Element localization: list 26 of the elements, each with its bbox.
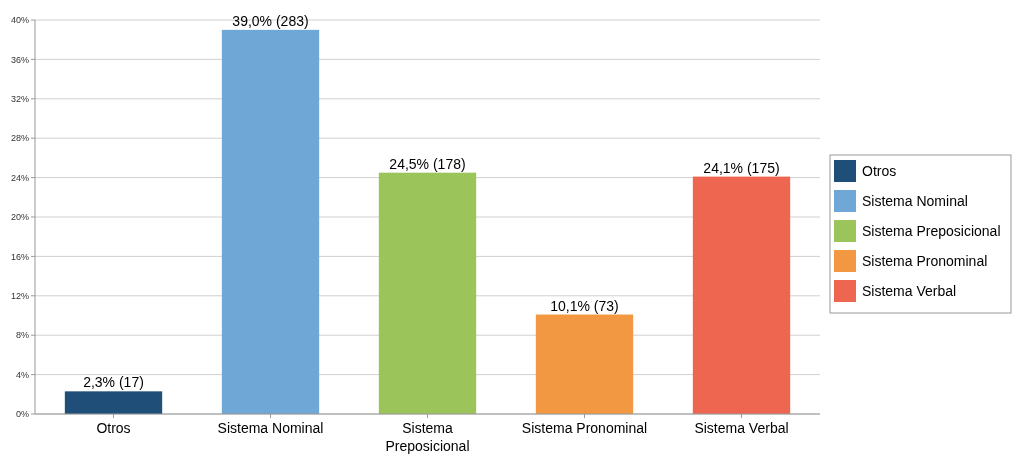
data-label: 24,1% (175) <box>703 159 780 176</box>
y-tick-label: 20% <box>10 212 29 223</box>
data-label: 2,3% (17) <box>83 374 144 391</box>
data-label: 24,5% (178) <box>389 155 466 172</box>
y-tick-label: 28% <box>10 133 29 144</box>
y-tick-label: 4% <box>15 369 29 380</box>
y-tick-label: 8% <box>15 330 29 341</box>
legend-label: Sistema Preposicional <box>862 223 1001 239</box>
x-tick-label: Sistema Pronominal <box>521 420 648 436</box>
legend-label: Sistema Verbal <box>862 283 957 299</box>
legend-label: Sistema Nominal <box>862 193 968 209</box>
y-tick-label: 12% <box>10 290 29 301</box>
legend-label: Otros <box>862 163 897 179</box>
x-tick-label: Otros <box>96 420 131 436</box>
x-tick-label: Sistema Preposicional <box>385 420 470 454</box>
data-label: 39,0% (283) <box>232 12 309 29</box>
legend-label: Sistema Pronominal <box>862 253 988 269</box>
y-tick-label: 36% <box>10 54 29 65</box>
y-tick-label: 40% <box>10 15 29 26</box>
data-label: 10,1% (73) <box>550 297 619 314</box>
y-tick-label: 32% <box>10 93 29 104</box>
y-tick-label: 24% <box>10 172 29 183</box>
y-tick-label: 16% <box>10 251 29 262</box>
x-tick-label: Sistema Nominal <box>217 420 324 436</box>
y-tick-label: 0% <box>15 409 29 420</box>
x-tick-label: Sistema Verbal <box>694 420 789 436</box>
